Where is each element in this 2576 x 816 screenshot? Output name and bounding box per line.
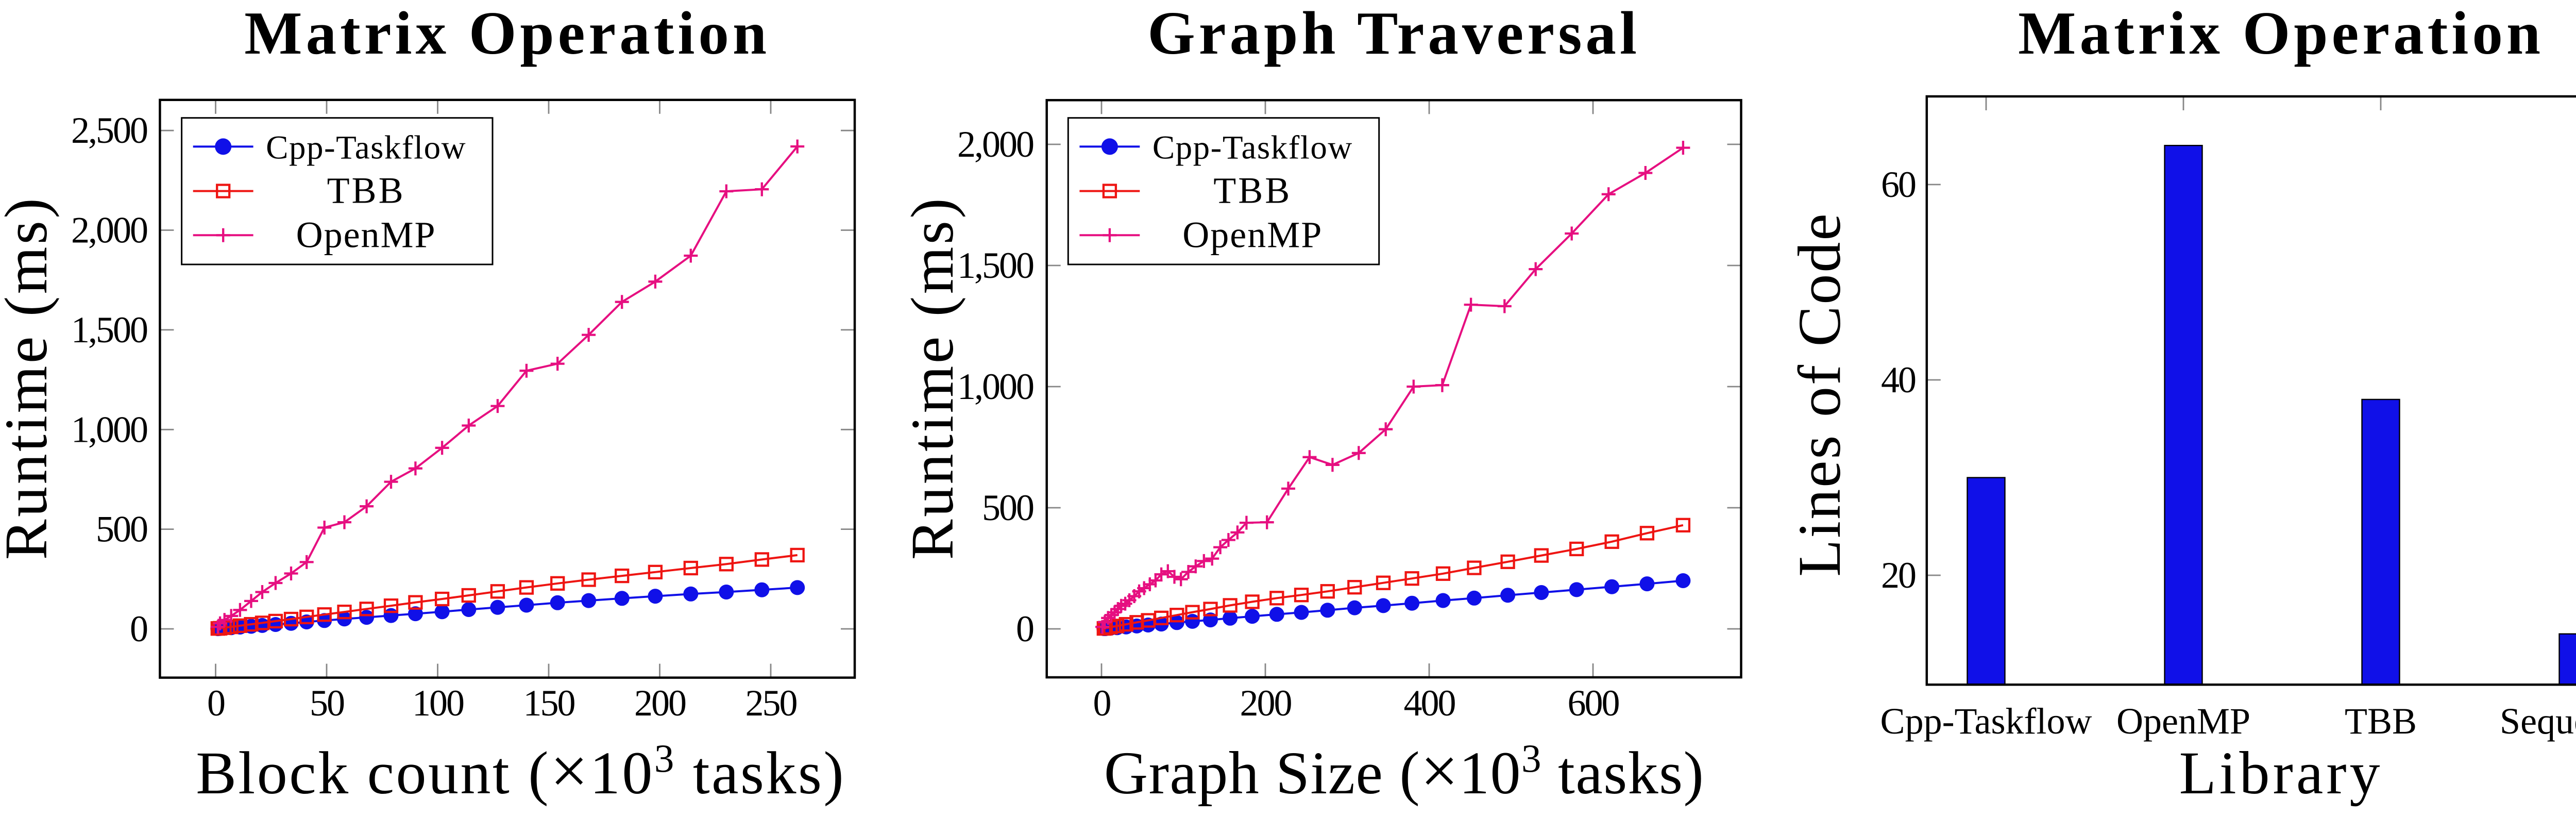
svg-text:0: 0 (207, 682, 225, 724)
svg-text:600: 600 (1568, 682, 1619, 724)
svg-text:Matrix Operation: Matrix Operation (2018, 0, 2544, 67)
svg-text:60: 60 (1881, 164, 1916, 205)
svg-text:500: 500 (982, 487, 1033, 528)
svg-text:Cpp-Taskflow: Cpp-Taskflow (266, 129, 466, 166)
svg-text:500: 500 (96, 509, 147, 550)
svg-text:TBB: TBB (2345, 701, 2417, 742)
svg-text:Block count (×103 tasks): Block count (×103 tasks) (196, 734, 845, 808)
svg-text:Cpp-Taskflow: Cpp-Taskflow (1880, 701, 2092, 742)
svg-text:Lines of Code: Lines of Code (1786, 212, 1853, 577)
svg-text:TBB: TBB (1213, 170, 1292, 211)
svg-text:Sequential: Sequential (2500, 701, 2576, 742)
svg-text:Graph Size (×103 tasks): Graph Size (×103 tasks) (1104, 734, 1704, 808)
svg-text:200: 200 (634, 682, 686, 724)
svg-text:100: 100 (412, 682, 464, 724)
svg-text:OpenMP: OpenMP (2116, 701, 2250, 742)
svg-text:Library: Library (2179, 739, 2383, 807)
svg-text:50: 50 (310, 682, 344, 724)
svg-text:40: 40 (1881, 359, 1916, 401)
svg-text:Matrix Operation: Matrix Operation (244, 0, 770, 67)
svg-text:0: 0 (1093, 682, 1111, 724)
svg-text:250: 250 (745, 682, 797, 724)
svg-text:1,500: 1,500 (957, 245, 1033, 286)
svg-text:Graph Traversal: Graph Traversal (1147, 0, 1640, 67)
svg-text:150: 150 (523, 682, 575, 724)
svg-text:TBB: TBB (327, 170, 405, 211)
svg-text:400: 400 (1404, 682, 1455, 724)
svg-text:200: 200 (1240, 682, 1292, 724)
svg-text:OpenMP: OpenMP (296, 214, 436, 255)
svg-text:20: 20 (1881, 555, 1916, 596)
svg-text:1,500: 1,500 (71, 309, 147, 351)
svg-text:Runtime (ms): Runtime (ms) (899, 196, 966, 560)
svg-text:0: 0 (130, 608, 147, 650)
svg-text:Cpp-Taskflow: Cpp-Taskflow (1153, 129, 1353, 166)
svg-text:1,000: 1,000 (957, 366, 1033, 407)
svg-text:0: 0 (1016, 608, 1033, 650)
svg-text:OpenMP: OpenMP (1182, 214, 1323, 255)
svg-text:1,000: 1,000 (71, 409, 147, 450)
svg-text:2,000: 2,000 (957, 124, 1033, 165)
svg-text:2,500: 2,500 (71, 110, 147, 151)
svg-text:2,000: 2,000 (71, 210, 147, 251)
svg-text:Runtime (ms): Runtime (ms) (0, 196, 60, 560)
